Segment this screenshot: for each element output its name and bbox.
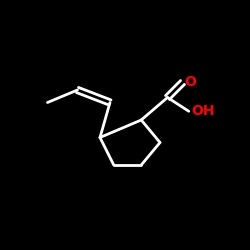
- Text: O: O: [184, 76, 196, 90]
- Text: OH: OH: [191, 104, 214, 118]
